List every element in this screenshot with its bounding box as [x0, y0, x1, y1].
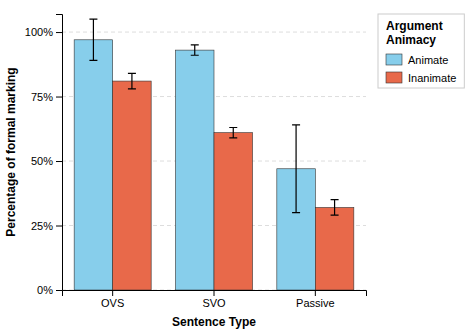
bar-series: [74, 19, 315, 290]
tick: SVO: [202, 290, 226, 309]
axis-line: [63, 291, 367, 297]
tick-mark: [56, 32, 62, 33]
error-bar: [292, 125, 300, 213]
grid-line: [62, 32, 366, 33]
bar-series: [113, 73, 354, 290]
error-bar: [89, 19, 97, 60]
plot: 0% 25% 50% 75% 100% OVS SVO Passive: [25, 15, 367, 309]
tick: 25%: [31, 220, 62, 232]
tick-mark: [56, 226, 62, 227]
tick-label: 50%: [31, 155, 53, 167]
legend-title: ArgumentAnimacy: [386, 19, 443, 47]
axis-line: [56, 15, 63, 291]
chart: 0% 25% 50% 75% 100% OVS SVO Passive Sentence Typ…: [0, 0, 474, 336]
tick: 0%: [37, 284, 62, 296]
tick-mark: [56, 161, 62, 162]
legend-label: Animate: [408, 54, 448, 66]
tick-label: SVO: [202, 297, 226, 309]
tick-label: Passive: [296, 297, 335, 309]
tick-label: 100%: [25, 26, 53, 38]
tick-mark: [112, 290, 113, 296]
tick: Passive: [296, 290, 335, 309]
legend: ArgumentAnimacy Animate Inanimate: [378, 14, 464, 88]
bar: [175, 50, 214, 290]
tick: 75%: [31, 91, 62, 103]
error-bar: [191, 45, 199, 55]
legend-item: Animate: [386, 54, 448, 66]
tick: 50%: [31, 155, 62, 167]
grid: [62, 32, 366, 290]
y-axis-title: Percentage of formal marking: [4, 67, 18, 236]
x-axis: OVS SVO Passive: [63, 290, 367, 309]
tick-label: 75%: [31, 91, 53, 103]
tick-label: OVS: [101, 297, 124, 309]
legend-item: Inanimate: [386, 72, 456, 84]
tick-mark: [56, 290, 62, 291]
bar: [113, 81, 152, 290]
legend-frame: [378, 14, 464, 88]
tick-label: 25%: [31, 220, 53, 232]
x-axis-title: Sentence Type: [172, 315, 256, 329]
legend-swatch: [386, 72, 402, 83]
bar: [214, 133, 253, 290]
tick-mark: [56, 97, 62, 98]
legend-swatch: [386, 54, 402, 65]
error-bar: [128, 73, 136, 88]
tick-label: 0%: [37, 284, 53, 296]
tick: OVS: [101, 290, 124, 309]
tick: 100%: [25, 26, 62, 38]
tick-mark: [214, 290, 215, 296]
bar: [74, 40, 113, 290]
error-bar: [229, 127, 237, 137]
bar: [315, 207, 354, 290]
marks: [74, 19, 354, 290]
tick-mark: [315, 290, 316, 296]
legend-label: Inanimate: [408, 72, 456, 84]
error-bar: [331, 200, 339, 215]
y-axis: 0% 25% 50% 75% 100%: [25, 15, 63, 297]
